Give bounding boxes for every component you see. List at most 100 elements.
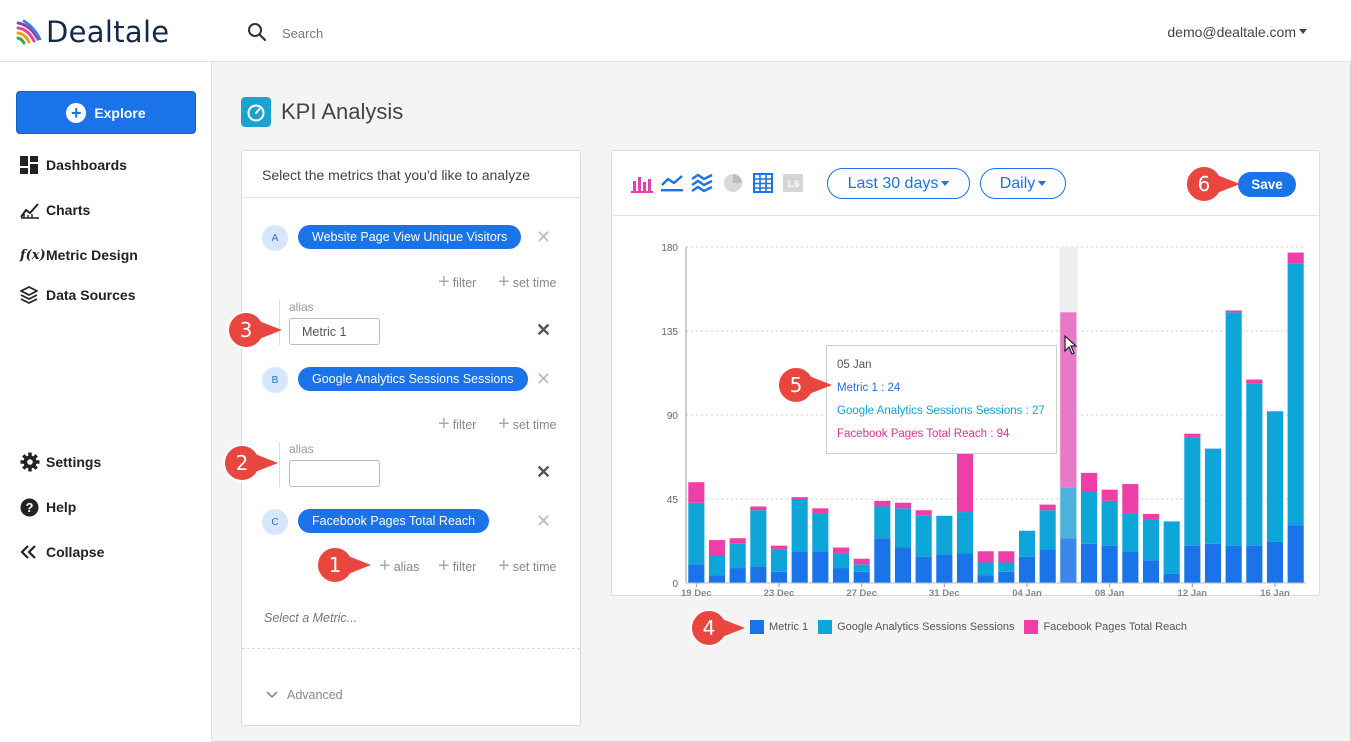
bar-segment	[688, 502, 705, 565]
x-tick-label: 12 Jan	[1178, 588, 1208, 596]
advanced-label: Advanced	[287, 688, 343, 702]
bar-segment	[1163, 521, 1180, 574]
bar-segment	[770, 545, 788, 550]
pie-chart-icon[interactable]	[722, 173, 744, 193]
add-filter-a[interactable]: + filter	[438, 271, 477, 293]
line-chart-icon[interactable]	[661, 173, 683, 193]
metrics-panel: Select the metrics that you'd like to an…	[241, 150, 581, 726]
callout-4: 4	[689, 608, 747, 648]
sidebar-item-help[interactable]: ? Help	[20, 497, 76, 517]
gauge-icon	[241, 97, 271, 127]
bar-segment	[853, 564, 870, 572]
bar-segment	[1060, 312, 1077, 488]
metrics-panel-heading: Select the metrics that you'd like to an…	[242, 151, 580, 198]
add-set-time-b[interactable]: + set time	[498, 413, 557, 435]
bar-segment	[1246, 383, 1263, 546]
dashboard-icon	[20, 155, 42, 175]
remove-metric-a-icon[interactable]: ✕	[536, 227, 552, 247]
sidebar-item-charts[interactable]: Charts	[20, 200, 90, 220]
add-set-time-a[interactable]: + set time	[498, 271, 557, 293]
callout-number: 3	[239, 318, 253, 342]
logo-text: Dealtale	[46, 15, 170, 49]
metric-pill-a[interactable]: Website Page View Unique Visitors	[298, 225, 522, 249]
sidebar-item-label: Data Sources	[46, 287, 136, 303]
y-tick-label: 45	[667, 495, 679, 506]
bar-segment	[750, 566, 767, 583]
bar-segment	[750, 510, 767, 567]
legend-swatch	[1024, 620, 1039, 634]
bar-segment	[1266, 541, 1284, 583]
help-icon: ?	[20, 497, 42, 517]
metric-pill-c[interactable]: Facebook Pages Total Reach	[298, 509, 490, 533]
remove-alias-b-icon[interactable]: ✕	[536, 462, 552, 482]
bar-segment	[853, 558, 870, 565]
alias-input-a[interactable]	[289, 318, 380, 345]
sidebar-item-data-sources[interactable]: Data Sources	[20, 285, 135, 305]
bar-segment	[1101, 500, 1118, 546]
bar-segment	[1184, 545, 1201, 583]
tool-number-label: 1.6	[787, 179, 800, 189]
legend-item-ga-sessions[interactable]: Google Analytics Sessions Sessions	[818, 620, 1014, 634]
callout-number: 2	[235, 451, 249, 475]
sidebar-item-dashboards[interactable]: Dashboards	[20, 155, 127, 175]
area-chart-icon[interactable]	[691, 173, 713, 193]
granularity-label: Daily	[999, 174, 1036, 192]
remove-metric-c-icon[interactable]: ✕	[536, 511, 552, 531]
search-icon[interactable]	[247, 22, 267, 42]
callout-number: 5	[789, 373, 803, 397]
bar-segment	[1122, 551, 1139, 583]
bar-segment	[1225, 310, 1242, 313]
top-bar: Dealtale demo@dealtale.com	[0, 0, 1351, 62]
legend-item-metric-1[interactable]: Metric 1	[750, 620, 808, 634]
legend-item-fb-reach[interactable]: Facebook Pages Total Reach	[1024, 620, 1187, 634]
bar-segment	[874, 538, 891, 583]
x-tick-label: 16 Jan	[1260, 588, 1290, 596]
metric-letter-b: B	[262, 367, 288, 393]
bar-segment	[998, 551, 1015, 563]
bar-segment	[1163, 573, 1180, 583]
bar-segment	[1142, 560, 1160, 583]
page-title: KPI Analysis	[241, 97, 403, 127]
add-alias-c[interactable]: + alias	[379, 555, 420, 577]
sidebar-item-settings[interactable]: Settings	[20, 452, 101, 472]
advanced-toggle[interactable]: Advanced	[265, 688, 343, 702]
add-filter-c[interactable]: + filter	[438, 555, 477, 577]
bar-segment	[894, 547, 912, 583]
stacked-bar-chart: 0 45 90 135 180 19 Dec 23 Dec 27 Dec 31 Dec 04 Ja…	[661, 243, 1306, 596]
number-display-icon[interactable]: 1.6	[782, 173, 804, 193]
bar-segment	[791, 499, 808, 552]
bar-segment	[977, 551, 994, 563]
chart-panel: 1.6 Last 30 days Daily Save 0 45 90 135 180 1…	[611, 150, 1320, 596]
sidebar-item-metric-design[interactable]: f(x) Metric Design	[20, 245, 138, 265]
sidebar-item-label: Metric Design	[46, 247, 138, 263]
bar-segment	[832, 553, 850, 569]
bar-segment	[998, 571, 1015, 583]
bar-chart-icon[interactable]	[631, 173, 653, 193]
logo[interactable]: Dealtale	[16, 15, 169, 49]
bar-segment	[770, 571, 788, 583]
remove-metric-b-icon[interactable]: ✕	[536, 369, 552, 389]
bar-segment	[708, 575, 726, 583]
user-menu[interactable]: demo@dealtale.com	[1167, 24, 1307, 40]
sidebar-item-collapse[interactable]: Collapse	[20, 542, 104, 562]
bar-segment	[708, 540, 726, 555]
sidebar: + Explore Dashboards Charts f(x) Metric …	[0, 62, 212, 742]
bar-segment	[853, 571, 870, 583]
date-range-dropdown[interactable]: Last 30 days	[827, 168, 970, 199]
remove-alias-a-icon[interactable]: ✕	[536, 320, 552, 340]
bar-segment	[1287, 263, 1304, 526]
search-input[interactable]	[282, 22, 582, 44]
bar-segment	[1184, 437, 1201, 546]
explore-button[interactable]: + Explore	[16, 91, 196, 134]
bar-segment	[874, 506, 891, 539]
granularity-dropdown[interactable]: Daily	[980, 168, 1066, 199]
gear-icon	[20, 452, 42, 472]
table-icon[interactable]	[752, 173, 774, 193]
select-metric-input[interactable]: Select a Metric...	[264, 611, 358, 625]
add-set-time-c[interactable]: + set time	[498, 555, 557, 577]
add-filter-b[interactable]: + filter	[438, 413, 477, 435]
alias-input-b[interactable]	[289, 460, 380, 487]
metric-pill-b[interactable]: Google Analytics Sessions Sessions	[298, 367, 528, 391]
legend-label: Metric 1	[769, 621, 809, 633]
save-button[interactable]: Save	[1238, 172, 1296, 197]
